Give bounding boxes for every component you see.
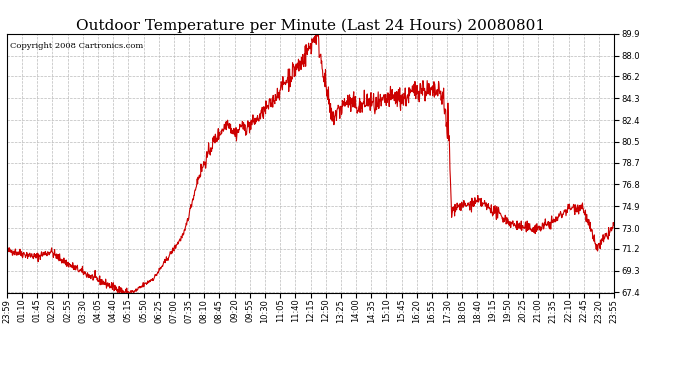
Text: Copyright 2008 Cartronics.com: Copyright 2008 Cartronics.com — [10, 42, 144, 50]
Title: Outdoor Temperature per Minute (Last 24 Hours) 20080801: Outdoor Temperature per Minute (Last 24 … — [76, 18, 545, 33]
